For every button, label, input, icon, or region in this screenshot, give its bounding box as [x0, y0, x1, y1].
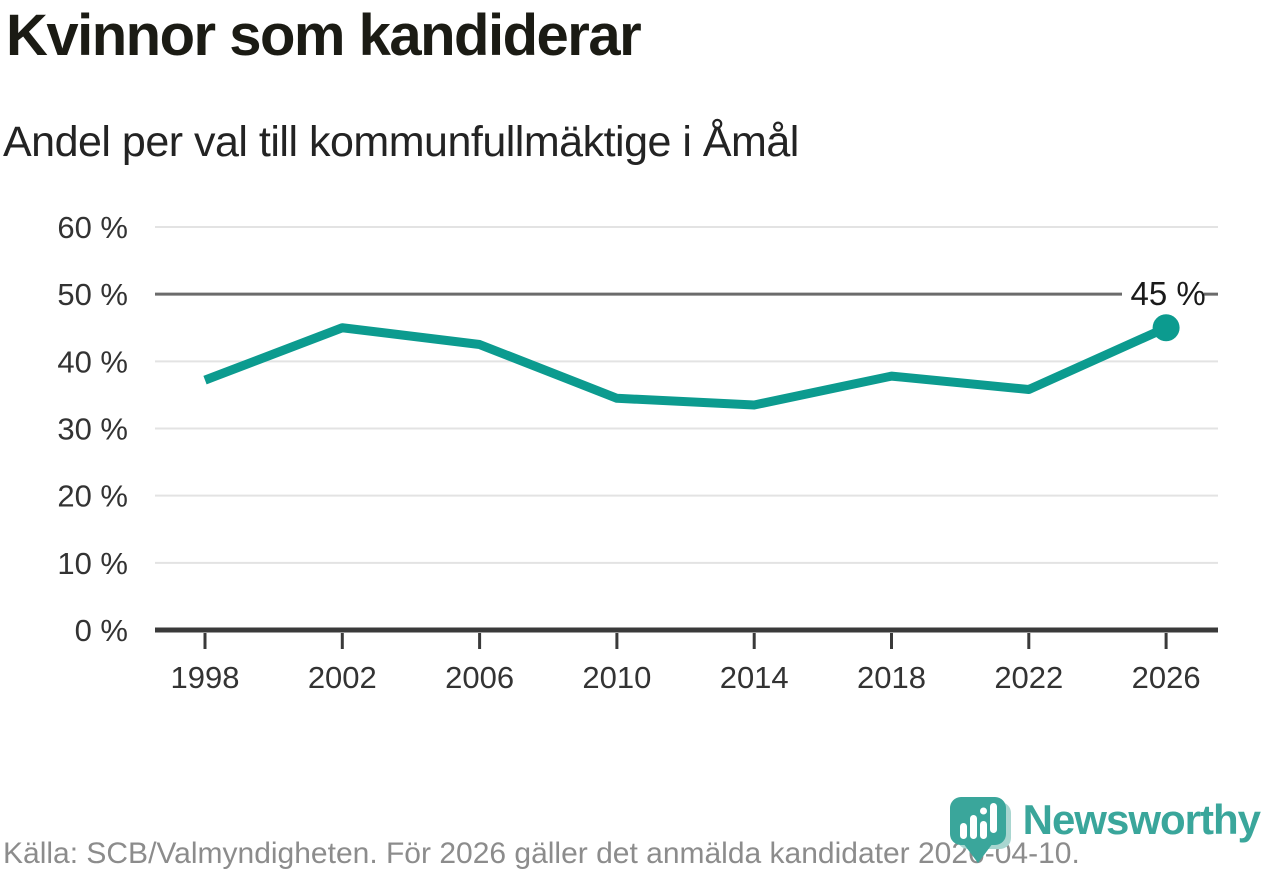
line-chart: 0 % 10 % 20 % 30 % 40 % 50 % 60 % 1998 2002 2006 2… [57, 210, 1218, 695]
y-axis-tick-label: 20 % [57, 479, 128, 514]
end-value-label: 45 % [1130, 275, 1205, 312]
x-axis-tick-label: 2018 [857, 660, 926, 695]
y-axis-tick-label: 60 % [57, 210, 128, 245]
x-axis-tick-label: 2010 [582, 660, 651, 695]
data-line [203, 323, 1168, 410]
end-point-marker [1152, 314, 1180, 342]
y-axis-tick-label: 50 % [57, 277, 128, 312]
x-axis-tick-label: 2002 [308, 660, 377, 695]
x-axis-tick-label: 1998 [171, 660, 240, 695]
source-note: Källa: SCB/Valmyndigheten. För 2026 gäll… [3, 837, 1080, 870]
footer: Källa: SCB/Valmyndigheten. För 2026 gäll… [0, 797, 1262, 879]
y-axis-tick-label: 0 % [75, 613, 128, 648]
newsworthy-logo: Newsworthy [945, 795, 1261, 865]
x-axis-tick-label: 2022 [994, 660, 1063, 695]
y-axis-tick-label: 40 % [57, 344, 128, 379]
x-axis-tick-label: 2026 [1132, 660, 1201, 695]
x-axis-tick-label: 2006 [445, 660, 514, 695]
page-title: Kvinnor som kandiderar [6, 3, 642, 68]
y-axis-tick-label: 10 % [57, 546, 128, 581]
y-axis-tick-label: 30 % [57, 411, 128, 446]
x-axis-tick-label: 2014 [720, 660, 789, 695]
chart-subtitle: Andel per val till kommunfullmäktige i Å… [3, 118, 799, 166]
logo-wordmark: Newsworthy [1022, 796, 1261, 843]
bar-chart-pin-icon [949, 797, 1011, 863]
